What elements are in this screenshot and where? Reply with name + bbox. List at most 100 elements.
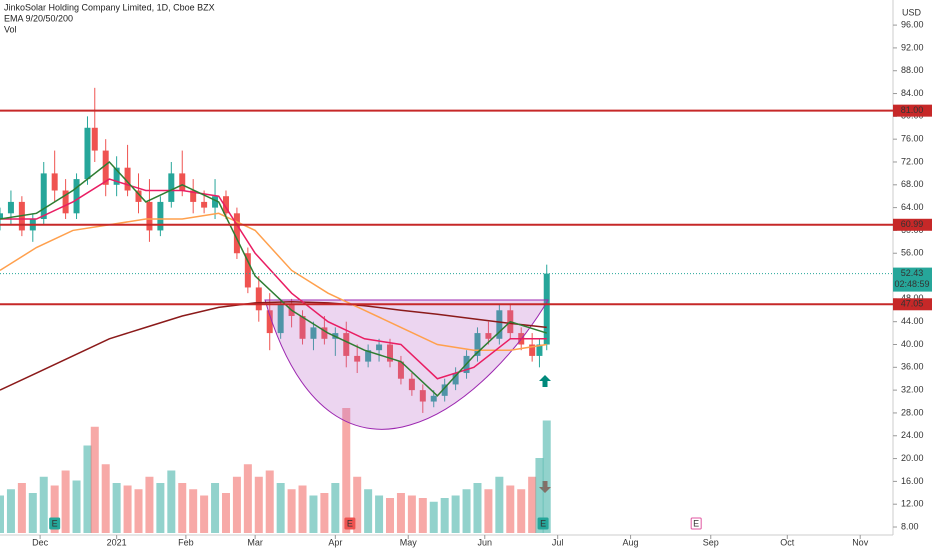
candle-body <box>0 213 3 220</box>
earnings-label: E <box>693 518 699 528</box>
volume-bar <box>17 483 26 533</box>
volume-bar <box>309 495 318 533</box>
volume-bar <box>462 489 471 533</box>
x-tick-label: Oct <box>780 537 795 547</box>
volume-bar <box>123 485 132 533</box>
candle-body <box>408 378 415 391</box>
volume-bar <box>0 495 4 533</box>
candle-body <box>84 127 91 180</box>
volume-bar <box>6 489 15 533</box>
ema-line <box>0 300 547 391</box>
volume-bar <box>418 498 427 533</box>
candle-body <box>168 173 175 202</box>
x-tick-label: Sep <box>703 537 719 547</box>
candle-body <box>299 315 306 339</box>
volume-bar <box>451 495 460 533</box>
candle-body <box>441 384 448 396</box>
up-arrow <box>539 375 551 387</box>
candle-body <box>62 190 69 214</box>
candle-body <box>397 361 404 379</box>
earnings-marker <box>49 517 61 530</box>
candle-body <box>7 201 14 214</box>
x-tick-label: Nov <box>852 537 869 547</box>
candle-body <box>365 350 372 362</box>
candle-body <box>190 190 197 202</box>
candle-body <box>255 287 262 311</box>
y-tick-label: 16.00 <box>901 476 924 486</box>
volume-bar <box>542 420 551 533</box>
x-tick-label: Apr <box>328 537 342 547</box>
volume-bar <box>83 445 92 533</box>
level-tag <box>893 104 932 117</box>
candle-body <box>40 173 47 220</box>
volume-bar <box>28 493 37 533</box>
candle-body <box>277 304 284 334</box>
earnings-label: E <box>347 518 353 528</box>
candle-body <box>387 344 394 362</box>
ema-line <box>0 160 547 397</box>
candle-body <box>91 127 98 151</box>
volume-bar <box>429 501 438 533</box>
volume-label: Vol <box>4 24 17 34</box>
earnings-marker <box>537 517 549 530</box>
indicator-label: EMA 9/20/50/200 <box>4 13 73 23</box>
x-tick-label: May <box>400 537 418 547</box>
volume-bar <box>407 495 416 533</box>
candle-body <box>135 190 142 202</box>
candle-body <box>310 327 317 339</box>
y-tick-label: 36.00 <box>901 362 924 372</box>
candle-body <box>343 333 350 356</box>
volume-bar <box>495 476 504 533</box>
volume-bar <box>90 426 99 533</box>
volume-bar <box>298 485 307 533</box>
candle-body <box>452 373 459 385</box>
volume-bar <box>112 483 121 533</box>
candle-body <box>266 310 273 334</box>
volume-bar <box>396 493 405 533</box>
volume-bar <box>528 476 537 533</box>
candle-body <box>201 201 208 208</box>
candle-body <box>485 333 492 339</box>
volume-bar <box>61 470 70 533</box>
level-label: 47.05 <box>901 299 924 309</box>
volume-bar <box>211 483 220 533</box>
volume-bar <box>331 483 340 533</box>
x-tick-label: Aug <box>623 537 639 547</box>
y-tick-label: 48.00 <box>901 293 924 303</box>
candle-body <box>321 327 328 339</box>
candle-body <box>474 333 481 356</box>
candle-body <box>113 167 120 185</box>
candle-body <box>543 273 550 345</box>
x-tick-label: 2021 <box>107 537 127 547</box>
candle-body <box>536 344 543 356</box>
candle-body <box>244 253 251 288</box>
candle-body <box>529 344 536 356</box>
volume-bar <box>243 464 252 533</box>
chart-title: JinkoSolar Holding Company Limited, 1D, … <box>4 2 215 12</box>
y-tick-label: 40.00 <box>901 339 924 349</box>
countdown-label: 02:48:59 <box>894 279 929 289</box>
x-tick-label: Feb <box>178 537 194 547</box>
earnings-marker <box>690 517 702 530</box>
volume-bar <box>473 483 482 533</box>
level-label: 81.00 <box>901 105 924 115</box>
volume-bar <box>353 476 362 533</box>
earnings-label: E <box>52 518 58 528</box>
level-tag <box>893 298 932 311</box>
volume-bar <box>189 489 198 533</box>
y-tick-label: 92.00 <box>901 42 924 52</box>
volume-bar <box>101 464 110 533</box>
candle-body <box>179 173 186 191</box>
volume-bar <box>221 493 230 533</box>
y-tick-label: 28.00 <box>901 407 924 417</box>
candle-body <box>376 344 383 351</box>
y-tick-label: 12.00 <box>901 499 924 509</box>
currency-label: USD <box>902 7 922 17</box>
y-tick-label: 8.00 <box>901 521 919 531</box>
candle-body <box>354 355 361 362</box>
volume-bar <box>72 480 81 533</box>
candle-body <box>496 310 503 339</box>
volume-bar <box>375 495 384 533</box>
last-price-tag <box>893 267 932 292</box>
candle-body <box>73 179 80 214</box>
